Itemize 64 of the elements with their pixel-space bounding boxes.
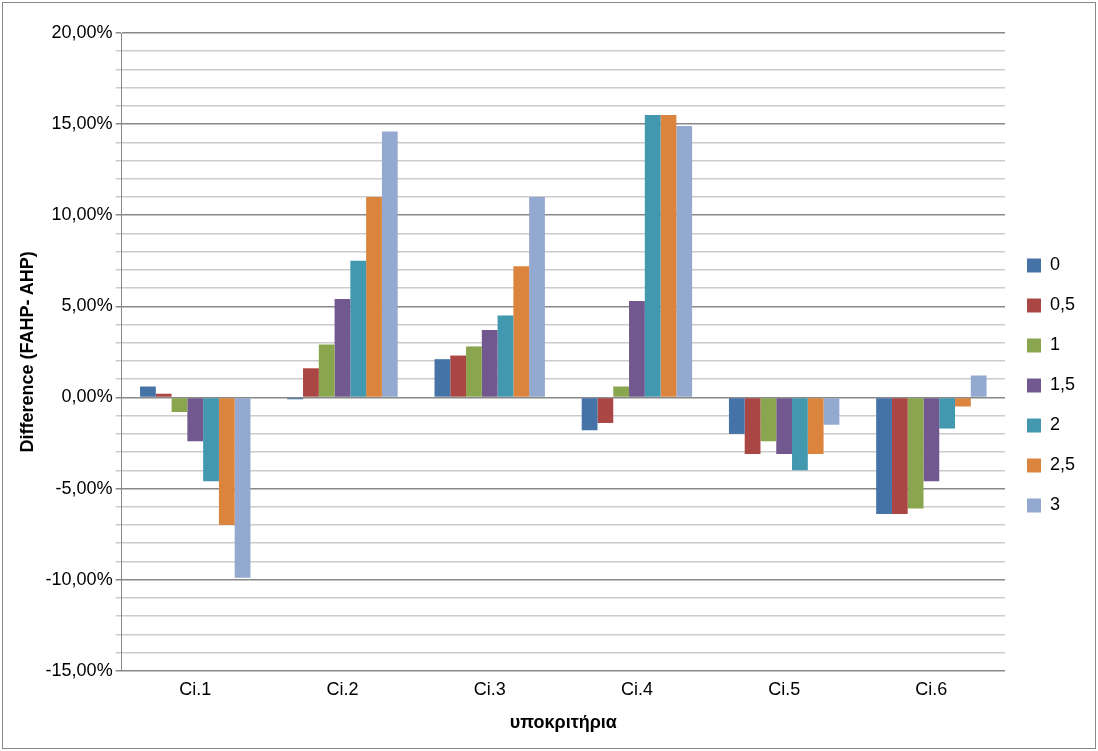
bar — [318, 344, 335, 397]
bar — [907, 398, 924, 509]
bar — [140, 386, 156, 397]
bar — [366, 197, 382, 397]
bar — [350, 260, 367, 397]
y-tick-label: 10,00% — [51, 204, 113, 225]
x-tick-label: Ci.5 — [768, 678, 801, 699]
bar — [155, 393, 172, 397]
y-tick-label: -10,00% — [45, 568, 113, 589]
bar — [891, 398, 908, 515]
y-axis-title: Difference (FAHP- AHP) — [16, 251, 37, 453]
legend-label: 0,5 — [1049, 294, 1076, 315]
x-tick-label: Ci.2 — [326, 678, 359, 699]
bar — [792, 398, 808, 471]
bar — [744, 398, 761, 454]
x-axis-title: υποκριτήρια — [509, 712, 617, 733]
bar — [923, 398, 940, 482]
bar — [497, 315, 514, 397]
bar — [171, 398, 188, 413]
bar — [187, 398, 204, 442]
bar — [728, 398, 745, 434]
bar — [303, 368, 319, 397]
bar — [434, 359, 451, 397]
bar — [381, 131, 398, 397]
bar — [660, 115, 677, 397]
bar — [629, 300, 645, 397]
bar — [955, 398, 971, 407]
bar — [807, 398, 824, 454]
y-tick-label: -5,00% — [55, 477, 113, 498]
x-tick-label: Ci.4 — [620, 678, 653, 699]
bar — [939, 398, 956, 429]
bar — [776, 398, 793, 454]
bar — [203, 398, 219, 482]
bar — [513, 266, 530, 397]
bar — [334, 299, 351, 397]
x-tick-label: Ci.1 — [179, 678, 212, 699]
bar — [581, 398, 598, 431]
legend-label: 2 — [1049, 414, 1060, 435]
bar — [760, 398, 777, 442]
bar — [970, 375, 987, 397]
y-tick-label: 20,00% — [51, 21, 113, 42]
y-tick-label: 0,00% — [61, 386, 113, 407]
bar — [823, 398, 840, 425]
legend-label: 1 — [1049, 334, 1060, 355]
x-tick-label: Ci.6 — [915, 678, 948, 699]
legend-label: 0 — [1049, 254, 1060, 275]
legend-label: 2,5 — [1049, 454, 1076, 475]
bar — [644, 115, 661, 397]
bar — [466, 346, 482, 397]
bar — [529, 197, 545, 397]
y-tick-label: 15,00% — [51, 113, 113, 134]
legend-label: 1,5 — [1049, 374, 1076, 395]
bar — [676, 125, 693, 397]
bar — [234, 398, 251, 578]
bar — [481, 330, 498, 397]
bar — [450, 355, 467, 397]
bar — [876, 398, 892, 515]
bar — [613, 386, 630, 397]
bar — [597, 398, 614, 423]
bar — [218, 398, 235, 526]
y-tick-label: 5,00% — [61, 295, 113, 316]
x-tick-label: Ci.3 — [473, 678, 506, 699]
legend-label: 3 — [1049, 494, 1060, 515]
y-tick-label: -15,00% — [45, 659, 113, 680]
